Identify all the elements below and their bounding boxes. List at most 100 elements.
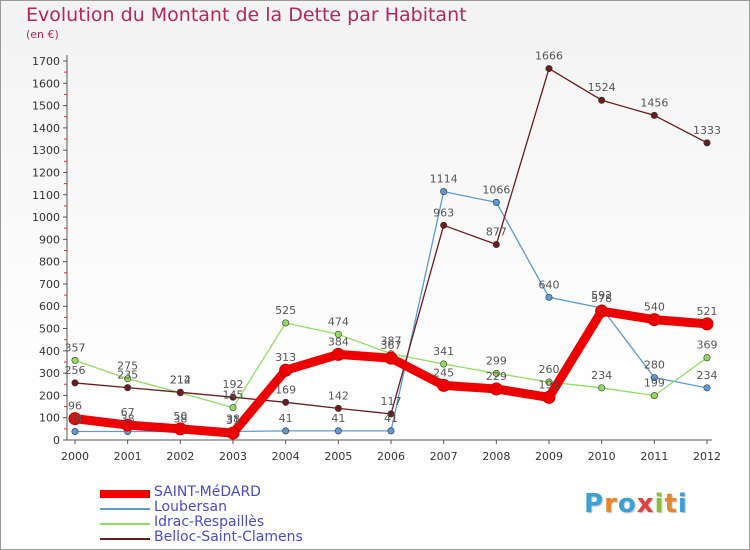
data-point <box>545 65 553 73</box>
x-tick-label: 2009 <box>535 450 563 463</box>
data-point <box>124 384 132 392</box>
y-tick-label: 200 <box>39 389 60 402</box>
data-label: 963 <box>433 206 454 219</box>
y-tick-label: 1300 <box>32 144 60 157</box>
data-label: 41 <box>384 412 398 425</box>
data-point <box>334 427 342 435</box>
logo-letter: o <box>617 489 637 519</box>
data-label: 38 <box>121 413 135 426</box>
legend-label: Belloc-Saint-Clamens <box>154 529 303 545</box>
data-label: 1066 <box>482 183 510 196</box>
data-point <box>598 384 606 392</box>
data-label: 640 <box>539 278 560 291</box>
data-point <box>282 398 290 406</box>
data-point <box>492 240 500 248</box>
x-tick-label: 2012 <box>693 450 721 463</box>
logo-letter: x <box>636 489 655 519</box>
data-label: 474 <box>328 315 349 328</box>
data-point <box>647 313 661 327</box>
data-point <box>703 139 711 147</box>
data-label: 387 <box>381 335 402 348</box>
data-point <box>492 369 500 377</box>
x-tick-label: 2010 <box>588 450 616 463</box>
data-label: 96 <box>68 400 82 413</box>
data-point <box>331 347 345 361</box>
data-point <box>650 111 658 119</box>
data-label: 38 <box>226 413 240 426</box>
legend-swatch <box>100 522 150 525</box>
data-label: 145 <box>223 389 244 402</box>
data-point <box>71 356 79 364</box>
data-label: 169 <box>275 383 296 396</box>
y-tick-label: 1400 <box>32 122 60 135</box>
data-point <box>545 293 553 301</box>
data-label: 235 <box>117 369 138 382</box>
logo-letter: i <box>654 489 665 519</box>
data-point <box>279 363 293 377</box>
data-label: 41 <box>279 412 293 425</box>
y-tick-label: 400 <box>39 345 60 358</box>
data-point <box>282 319 290 327</box>
data-label: 38 <box>173 413 187 426</box>
y-tick-label: 1600 <box>32 77 60 90</box>
data-point <box>700 317 714 331</box>
x-tick-label: 2003 <box>219 450 247 463</box>
data-label: 212 <box>170 374 191 387</box>
data-label: 384 <box>328 335 349 348</box>
data-label: 578 <box>591 292 612 305</box>
data-point <box>68 412 82 426</box>
data-point <box>703 384 711 392</box>
data-point <box>384 351 398 365</box>
data-label: 521 <box>697 305 718 318</box>
y-tick-label: 700 <box>39 278 60 291</box>
data-label: 31 <box>226 414 240 427</box>
data-point <box>229 404 237 412</box>
data-point <box>440 188 448 196</box>
data-label: 275 <box>117 360 138 373</box>
x-tick-label: 2004 <box>272 450 300 463</box>
data-label: 234 <box>591 369 612 382</box>
logo-letter: r <box>604 489 618 519</box>
legend-swatch <box>100 489 150 498</box>
x-tick-label: 2007 <box>430 450 458 463</box>
data-label: 313 <box>275 351 296 364</box>
data-label: 525 <box>275 304 296 317</box>
data-label: 229 <box>486 370 507 383</box>
data-label: 260 <box>539 363 560 376</box>
data-point <box>176 388 184 396</box>
data-point <box>124 375 132 383</box>
data-point <box>440 360 448 368</box>
data-point <box>387 410 395 418</box>
data-label: 1456 <box>640 96 668 109</box>
y-tick-label: 500 <box>39 323 60 336</box>
logo-letter: i <box>677 489 688 519</box>
proxiti-logo: Proxiti <box>584 489 688 519</box>
legend-swatch <box>100 507 150 510</box>
y-tick-label: 1700 <box>32 55 60 68</box>
x-tick-label: 2000 <box>61 450 89 463</box>
data-label: 357 <box>65 341 86 354</box>
data-point <box>334 330 342 338</box>
x-tick-label: 2006 <box>377 450 405 463</box>
data-point <box>598 96 606 104</box>
data-point <box>542 390 556 404</box>
x-tick-label: 2001 <box>114 450 142 463</box>
y-tick-label: 800 <box>39 256 60 269</box>
data-point <box>121 418 135 432</box>
x-tick-label: 2005 <box>324 450 352 463</box>
data-point <box>282 427 290 435</box>
data-point <box>489 382 503 396</box>
data-label: 877 <box>486 225 507 238</box>
y-tick-label: 600 <box>39 300 60 313</box>
y-tick-label: 300 <box>39 367 60 380</box>
data-point <box>71 379 79 387</box>
data-label: 38 <box>68 413 82 426</box>
data-label: 234 <box>697 369 718 382</box>
data-label: 245 <box>433 366 454 379</box>
data-point <box>492 198 500 206</box>
data-label: 50 <box>173 410 187 423</box>
data-label: 341 <box>433 345 454 358</box>
data-point <box>595 304 609 318</box>
data-label: 41 <box>331 412 345 425</box>
data-point <box>229 393 237 401</box>
